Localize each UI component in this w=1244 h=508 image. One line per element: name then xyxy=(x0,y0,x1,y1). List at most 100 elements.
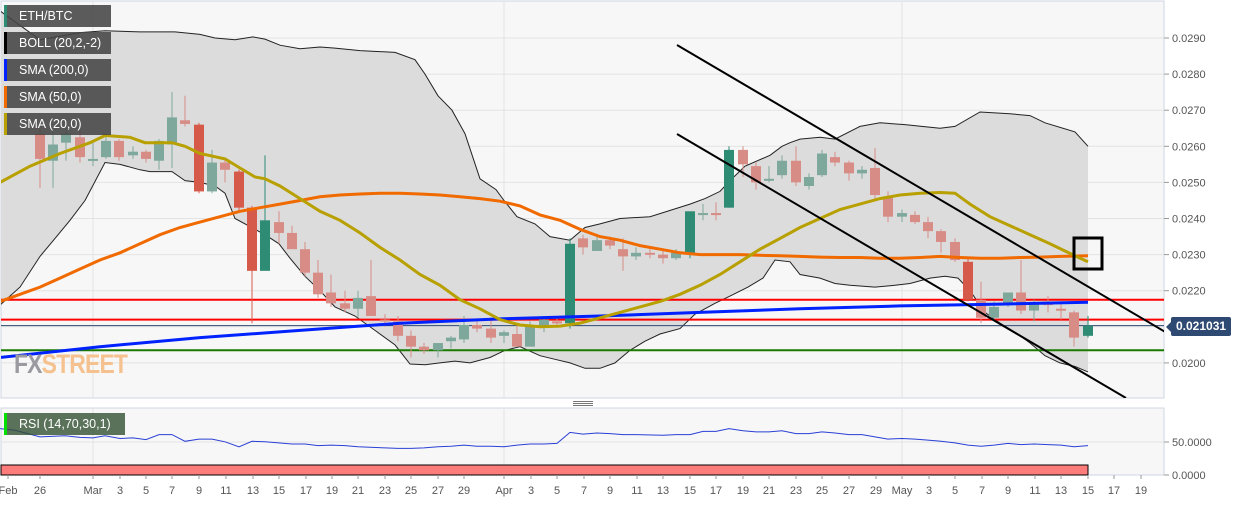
candle-body xyxy=(738,149,748,165)
x-axis-label: 19 xyxy=(1135,485,1147,497)
y-axis-label: 0.0280 xyxy=(1172,69,1206,81)
x-axis-label: 25 xyxy=(816,485,828,497)
candle-body xyxy=(936,231,946,242)
y-axis-label: 0.0240 xyxy=(1172,214,1206,226)
candle-body xyxy=(353,297,363,309)
candle-body xyxy=(380,319,390,322)
watermark-street: STREET xyxy=(41,349,128,379)
x-axis-label: 5 xyxy=(952,485,958,497)
legend-item-symbol[interactable]: ETH/BTC xyxy=(4,5,112,27)
x-axis-label: 23 xyxy=(790,485,802,497)
candle-body xyxy=(433,343,443,351)
candle-body xyxy=(194,124,204,192)
rsi-oversold-zone xyxy=(0,464,1089,476)
candle-body xyxy=(61,133,71,143)
candle-body xyxy=(35,133,45,159)
candle-body xyxy=(260,220,270,271)
x-axis-label: 7 xyxy=(979,485,985,497)
x-axis-label: 3 xyxy=(926,485,932,497)
x-axis-label: 7 xyxy=(169,485,175,497)
candle-body xyxy=(48,144,58,161)
sma200-line xyxy=(1,300,1089,359)
candle-body xyxy=(698,213,708,216)
bollinger-lower-line xyxy=(1,161,1089,373)
x-axis-label: 9 xyxy=(1005,485,1011,497)
x-axis-label: 13 xyxy=(657,485,669,497)
candle-body xyxy=(751,166,761,183)
x-axis-label: 11 xyxy=(1029,485,1040,497)
x-axis-label: 15 xyxy=(684,485,696,497)
candle-body xyxy=(512,334,522,347)
candle-body xyxy=(565,243,575,324)
x-axis-label: 25 xyxy=(405,485,417,497)
candle-body xyxy=(419,346,429,351)
x-axis-label: 11 xyxy=(631,485,642,497)
x-axis-label: 7 xyxy=(581,485,587,497)
legend-item-sma50[interactable]: SMA (50,0) xyxy=(4,86,112,108)
candle-body xyxy=(486,328,496,338)
candle-body xyxy=(539,319,549,327)
legend-label: SMA (20,0) xyxy=(19,117,82,131)
x-axis-label: 19 xyxy=(737,485,749,497)
x-axis-label: 13 xyxy=(247,485,259,497)
candle-body xyxy=(128,151,138,156)
candle-body xyxy=(883,196,893,217)
x-axis-label: 27 xyxy=(843,485,855,497)
x-axis-label: 3 xyxy=(117,485,123,497)
candle-body xyxy=(300,249,310,273)
x-axis-label: Mar xyxy=(84,485,103,497)
sma50-line xyxy=(1,191,1089,303)
candle-body xyxy=(1083,325,1093,336)
candle-body xyxy=(618,249,628,257)
candle-body xyxy=(844,162,854,174)
legend-item-bollinger[interactable]: BOLL (20,2,-2) xyxy=(4,32,112,54)
candle-body xyxy=(287,232,297,250)
candle-body xyxy=(499,332,509,336)
candle-body xyxy=(685,211,695,253)
x-axis-label: 17 xyxy=(710,485,722,497)
legend-label: SMA (50,0) xyxy=(19,90,82,104)
candle-body xyxy=(326,292,336,304)
candle-body xyxy=(910,214,920,223)
candle-body xyxy=(340,303,350,309)
x-axis-label: 15 xyxy=(273,485,285,497)
rsi-axis-label: 0.0000 xyxy=(1172,470,1206,482)
x-axis-label: 29 xyxy=(870,485,882,497)
candle-body xyxy=(247,207,257,271)
candle-body xyxy=(220,162,230,170)
bollinger-upper-line xyxy=(1,11,1089,241)
candle-body xyxy=(88,158,98,161)
candle-body xyxy=(857,169,867,174)
indicator-legend: ETH/BTC BOLL (20,2,-2) SMA (200,0) SMA (… xyxy=(4,5,112,135)
x-axis-label: 27 xyxy=(432,485,444,497)
legend-label: SMA (200,0) xyxy=(19,63,89,77)
x-axis-label: 15 xyxy=(1082,485,1094,497)
candle-body xyxy=(830,157,840,163)
candle-body xyxy=(525,326,535,347)
candle-body xyxy=(804,176,814,187)
candle-body xyxy=(923,222,933,232)
x-axis-label: 23 xyxy=(379,485,391,497)
highlight-box xyxy=(1072,236,1104,271)
price-plot-area xyxy=(1,11,1164,398)
candle-body xyxy=(154,140,164,161)
legend-item-sma20[interactable]: SMA (20,0) xyxy=(4,113,112,135)
legend-label: BOLL (20,2,-2) xyxy=(19,36,102,50)
x-axis-label: 5 xyxy=(554,485,560,497)
candle-body xyxy=(472,324,482,329)
y-axis-label: 0.0250 xyxy=(1172,177,1206,189)
candle-body xyxy=(645,252,655,255)
candle-body xyxy=(976,299,986,318)
watermark-fx: FX xyxy=(14,349,42,379)
candle-body xyxy=(114,140,124,158)
fxstreet-watermark: FXSTREET xyxy=(14,349,128,380)
candle-body xyxy=(578,238,588,248)
rsi-legend-label[interactable]: RSI (14,70,30,1) xyxy=(4,413,125,435)
candle-body xyxy=(406,335,416,347)
x-axis-label: 13 xyxy=(1055,485,1067,497)
x-axis-label: Feb xyxy=(0,485,17,497)
candle-body xyxy=(711,213,721,216)
pane-resize-handle[interactable] xyxy=(573,401,593,407)
legend-item-sma200[interactable]: SMA (200,0) xyxy=(4,59,112,81)
